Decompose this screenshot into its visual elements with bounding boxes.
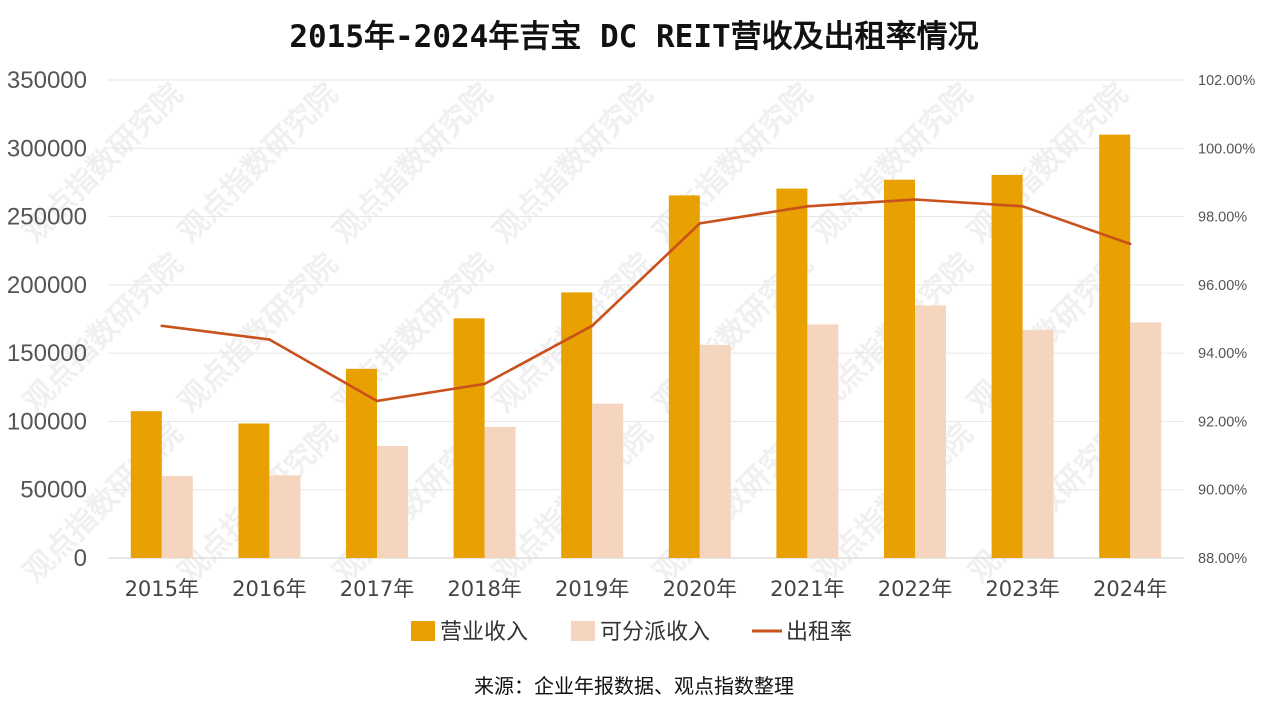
occupancy-point bbox=[806, 205, 809, 208]
bar-revenue bbox=[346, 368, 377, 558]
legend-label-occupancy: 出租率 bbox=[786, 620, 852, 645]
bar-revenue bbox=[1099, 134, 1131, 558]
source-note: 来源：企业年报数据、观点指数整理 bbox=[474, 674, 794, 698]
right-tick-label: 90.00% bbox=[1198, 483, 1247, 499]
bar-distributable-income bbox=[1022, 329, 1054, 558]
left-tick-label: 350000 bbox=[7, 67, 87, 94]
occupancy-point bbox=[1021, 205, 1024, 208]
bar-distributable-income bbox=[592, 403, 624, 558]
occupancy-point bbox=[268, 338, 271, 341]
bar-revenue bbox=[130, 411, 162, 558]
legend: 营业收入 可分派收入 出租率 bbox=[411, 620, 852, 645]
right-tick-label: 92.00% bbox=[1198, 414, 1247, 430]
bar-revenue bbox=[776, 188, 808, 558]
x-tick-label: 2016年 bbox=[232, 577, 306, 601]
bar-distributable-income bbox=[915, 305, 946, 558]
occupancy-point bbox=[375, 399, 379, 403]
bar-distributable-income bbox=[1130, 322, 1162, 558]
x-tick-label: 2024年 bbox=[1093, 577, 1167, 601]
bar-distributable-income bbox=[377, 446, 408, 558]
right-tick-label: 100.00% bbox=[1198, 141, 1255, 157]
bar-distributable-income bbox=[484, 426, 516, 558]
x-tick-label: 2015年 bbox=[125, 577, 199, 601]
legend-label-revenue: 营业收入 bbox=[440, 620, 528, 645]
bar-revenue bbox=[561, 292, 593, 558]
occupancy-line bbox=[160, 198, 1132, 403]
bar-revenue bbox=[453, 318, 485, 558]
left-tick-label: 200000 bbox=[7, 272, 87, 299]
occupancy-point bbox=[698, 222, 702, 225]
right-tick-label: 88.00% bbox=[1198, 551, 1247, 567]
left-axis: 0 50000 100000 150000 200000 250000 300000 3500… bbox=[7, 67, 87, 572]
left-tick-label: 300000 bbox=[7, 135, 87, 162]
occupancy-point bbox=[913, 198, 917, 201]
x-tick-label: 2021年 bbox=[770, 577, 844, 601]
bar-revenue bbox=[884, 179, 915, 558]
bar-distributable-income bbox=[699, 344, 731, 558]
right-tick-label: 94.00% bbox=[1198, 346, 1247, 362]
bar-revenue bbox=[238, 423, 270, 558]
left-tick-label: 150000 bbox=[7, 340, 87, 367]
x-tick-label: 2022年 bbox=[878, 577, 952, 601]
occupancy-point bbox=[1128, 242, 1132, 246]
bar-revenue bbox=[668, 195, 700, 558]
x-tick-label: 2018年 bbox=[447, 577, 521, 601]
left-tick-label: 250000 bbox=[7, 204, 87, 231]
occupancy-point bbox=[590, 324, 594, 328]
bar-distributable-income bbox=[161, 476, 193, 558]
right-tick-label: 96.00% bbox=[1198, 278, 1247, 294]
occupancy-point bbox=[483, 382, 486, 386]
watermark-text: 观点指数研究院 bbox=[172, 77, 345, 250]
x-tick-label: 2017年 bbox=[340, 577, 414, 601]
legend-swatch-distributable bbox=[571, 621, 595, 641]
left-tick-label: 50000 bbox=[20, 477, 87, 504]
x-tick-label: 2019年 bbox=[555, 577, 629, 601]
watermark-text: 观点指数研究院 bbox=[327, 77, 500, 250]
bars bbox=[130, 134, 1162, 558]
bar-revenue bbox=[991, 174, 1023, 558]
x-tick-label: 2023年 bbox=[985, 577, 1059, 601]
legend-swatch-revenue bbox=[411, 621, 435, 641]
watermark-text: 观点指数研究院 bbox=[172, 247, 345, 420]
legend-label-distributable: 可分派收入 bbox=[600, 620, 710, 645]
bar-distributable-income bbox=[269, 475, 301, 558]
x-tick-label: 2020年 bbox=[663, 577, 737, 601]
left-tick-label: 0 bbox=[74, 545, 87, 572]
left-tick-label: 100000 bbox=[7, 408, 87, 435]
right-tick-label: 98.00% bbox=[1198, 210, 1247, 226]
occupancy-series-line bbox=[161, 198, 1131, 403]
x-axis: 2015年 2016年 2017年 2018年 2019年 2020年 2021年 2022年… bbox=[125, 577, 1168, 601]
right-axis: 88.00% 90.00% 92.00% 94.00% 96.00% 98.00% 100.… bbox=[1198, 73, 1255, 567]
right-tick-label: 102.00% bbox=[1198, 73, 1255, 89]
occupancy-point bbox=[160, 324, 164, 328]
watermark-text: 观点指数研究院 bbox=[487, 77, 660, 250]
bar-distributable-income bbox=[807, 324, 839, 558]
chart-title: 2015年-2024年吉宝 DC REIT营收及出租率情况 bbox=[289, 19, 978, 55]
